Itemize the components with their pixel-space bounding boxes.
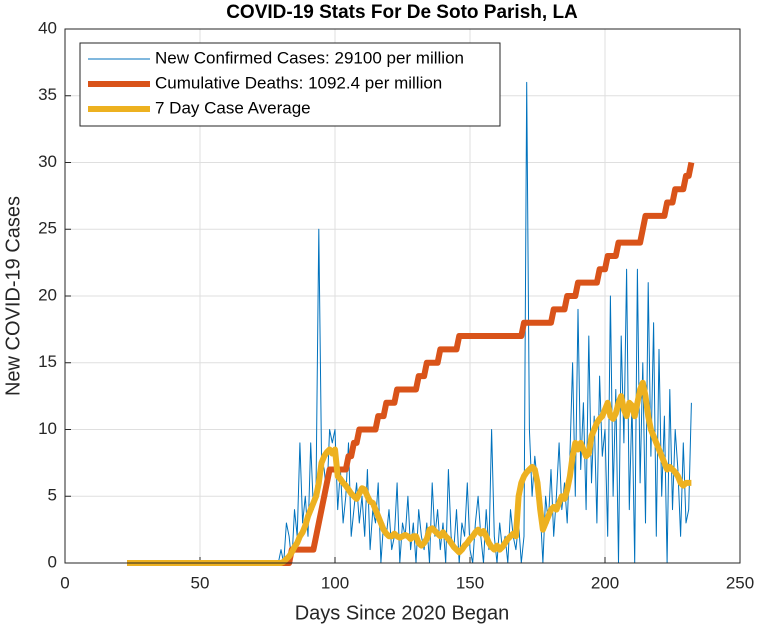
plot-area: [64, 28, 741, 566]
data-line: [127, 81, 692, 564]
y-tick-label: 10: [38, 419, 57, 438]
legend-label: Cumulative Deaths: 1092.4 per million: [155, 73, 442, 92]
x-tick-label: 250: [726, 573, 754, 592]
x-tick-label: 150: [456, 573, 484, 592]
data-line: [126, 379, 692, 566]
y-tick-label: 15: [38, 352, 57, 371]
legend: New Confirmed Cases: 29100 per million Cu…: [79, 42, 501, 127]
y-tick-label: 20: [38, 285, 57, 304]
y-tick-label: 0: [48, 552, 57, 571]
y-tick-label: 40: [38, 18, 57, 37]
y-tick-label: 25: [38, 219, 57, 238]
y-tick-label: 35: [38, 85, 57, 104]
legend-label: New Confirmed Cases: 29100 per million: [155, 48, 464, 67]
y-axis-label: New COVID-19 Cases: [2, 196, 24, 396]
legend-label: 7 Day Case Average: [155, 98, 311, 117]
x-tick-label: 50: [191, 573, 210, 592]
axes-box: [64, 28, 741, 564]
x-tick-label: 200: [591, 573, 619, 592]
x-axis-label: Days Since 2020 Began: [295, 602, 510, 624]
y-tick-label: 5: [48, 486, 57, 505]
x-tick-label: 0: [60, 573, 69, 592]
y-tick-label: 30: [38, 152, 57, 171]
chart-title: COVID-19 Stats For De Soto Parish, LA: [226, 2, 578, 23]
x-tick-label: 100: [321, 573, 349, 592]
